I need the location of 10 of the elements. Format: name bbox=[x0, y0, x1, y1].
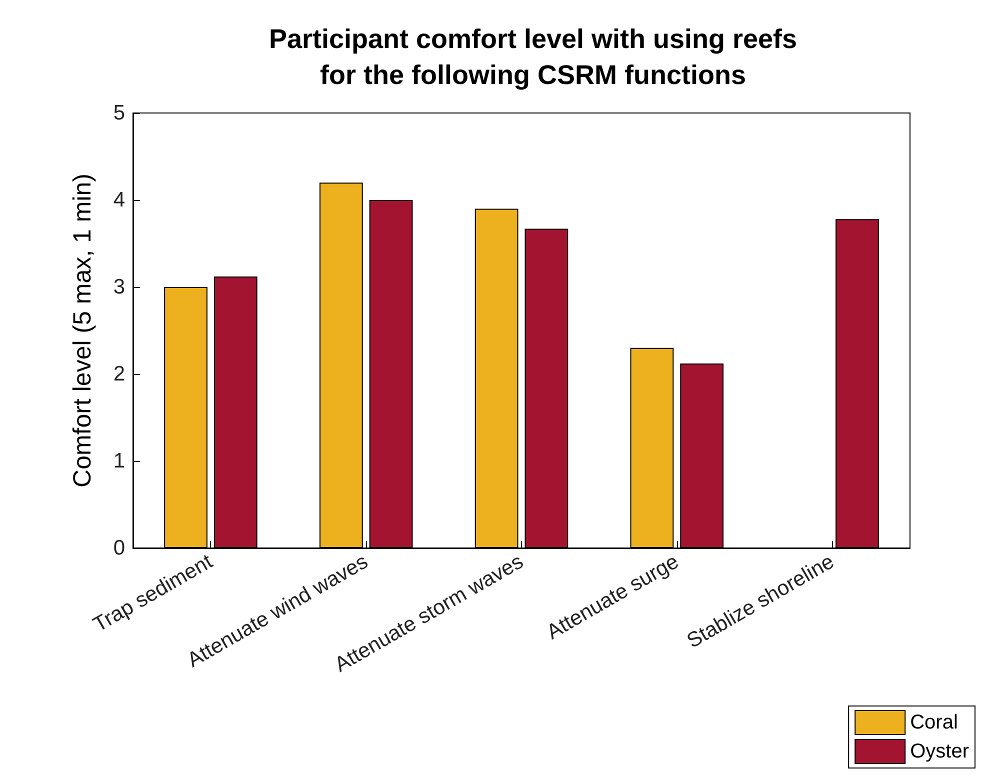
y-tick-label: 3 bbox=[113, 276, 125, 298]
y-tick-label: 0 bbox=[113, 536, 125, 560]
y-tick-label: 1 bbox=[113, 450, 125, 472]
y-tick-label: 4 bbox=[113, 188, 126, 212]
y-tick-label: 2 bbox=[113, 362, 125, 386]
legend-label: Oyster bbox=[910, 740, 970, 762]
y-tick-label: 5 bbox=[113, 102, 125, 124]
legend-label: Coral bbox=[910, 712, 958, 734]
y-axis-title: Comfort level (5 max, 1 min) bbox=[68, 174, 96, 488]
chart-title: Participant comfort level with using reefs for the following CSRM functions bbox=[268, 24, 798, 90]
